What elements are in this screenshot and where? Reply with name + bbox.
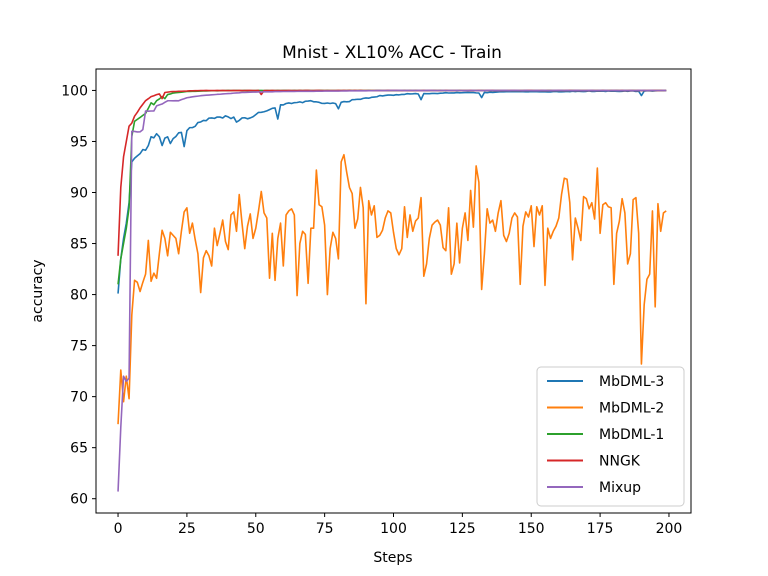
y-tick-label: 90 [70, 186, 88, 202]
y-tick-label: 95 [70, 134, 88, 150]
legend-box [536, 366, 685, 507]
y-axis: 60 65 70 75 80 85 90 95 100 [61, 83, 96, 508]
plot-area [117, 89, 667, 492]
y-tick-label: 80 [70, 288, 88, 304]
legend: MbDML-3 MbDML-2 MbDML-1 NNGK Mixup [536, 366, 685, 507]
y-tick-label: 100 [61, 83, 88, 99]
y-tick-label: 75 [70, 339, 88, 355]
series-lines [117, 89, 667, 492]
x-tick-label: 100 [380, 521, 407, 537]
x-tick-label: 125 [449, 521, 476, 537]
x-tick-label: 50 [247, 521, 265, 537]
y-tick-label: 85 [70, 237, 88, 253]
legend-label: NNGK [599, 454, 641, 470]
x-tick-label: 0 [114, 521, 123, 537]
legend-label: MbDML-1 [599, 427, 664, 443]
series-line-mixup [117, 89, 667, 492]
x-tick-label: 75 [316, 521, 334, 537]
legend-label: Mixup [599, 480, 641, 496]
chart-title: Mnist - XL10% ACC - Train [282, 43, 502, 63]
legend-label: MbDML-2 [599, 401, 664, 417]
x-tick-label: 25 [178, 521, 196, 537]
x-axis: 0 25 50 75 100 125 150 175 200 [114, 513, 683, 537]
x-tick-label: 200 [656, 521, 683, 537]
y-tick-label: 65 [70, 441, 88, 457]
x-axis-label: Steps [373, 550, 412, 566]
legend-label: MbDML-3 [599, 374, 664, 390]
x-tick-label: 150 [518, 521, 545, 537]
y-axis-label: accuracy [30, 259, 46, 322]
y-tick-label: 60 [70, 492, 88, 508]
series-line-mbdml-2 [117, 153, 667, 425]
x-tick-label: 175 [587, 521, 614, 537]
y-tick-label: 70 [70, 390, 88, 406]
series-line-mbdml-3 [117, 89, 667, 294]
